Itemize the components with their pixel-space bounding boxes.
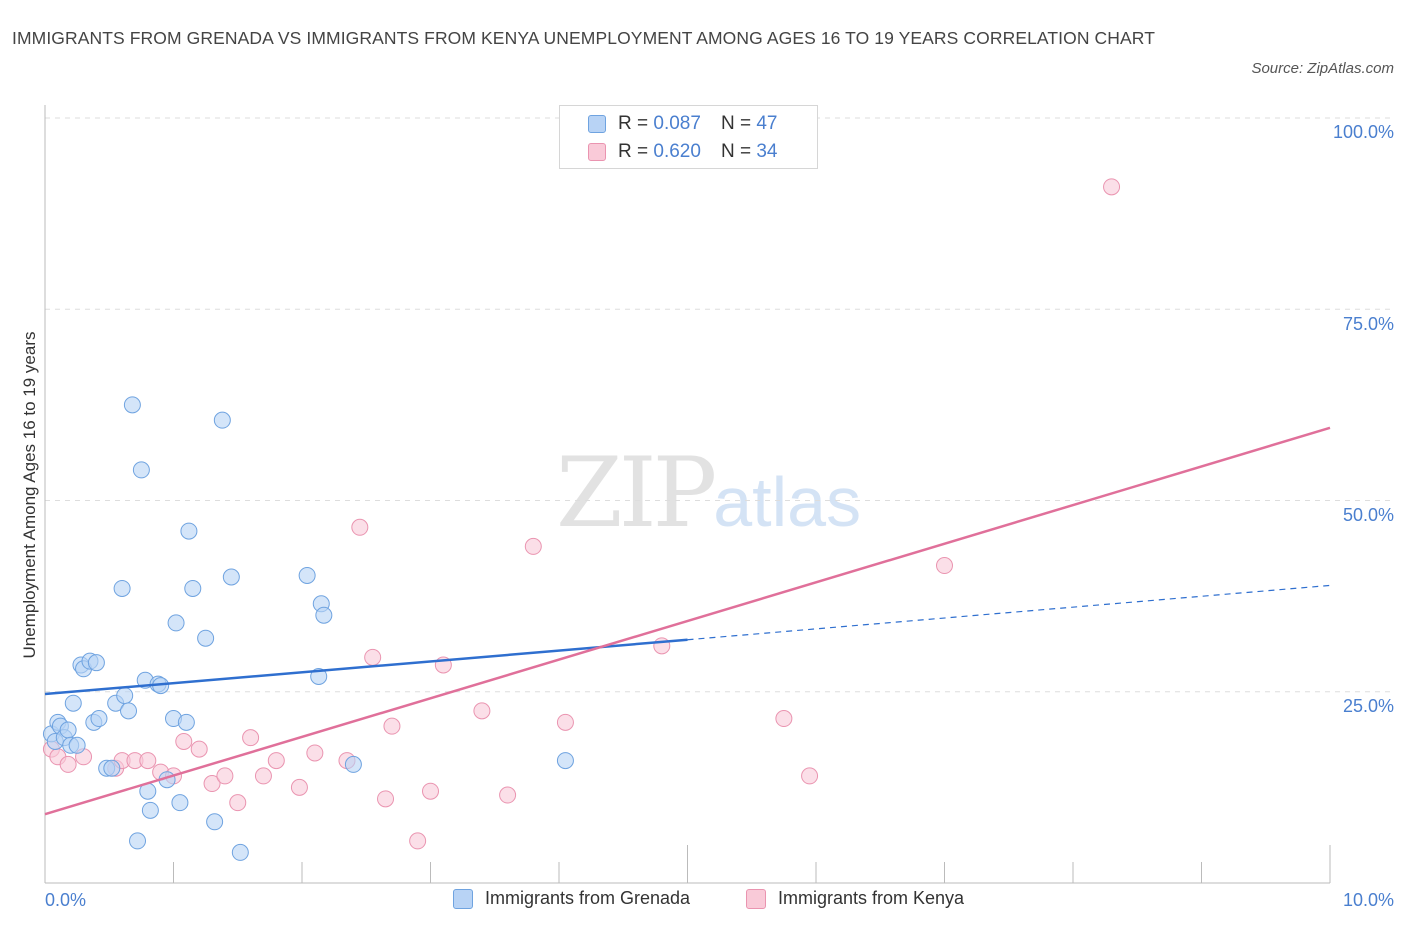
kenya-point-24 [383, 717, 401, 735]
grenada-point-7 [64, 694, 82, 712]
kenya-point-34 [801, 767, 819, 785]
bottom-legend-kenya: Immigrants from Kenya [746, 888, 964, 909]
grenada-point-40 [231, 843, 249, 861]
kenya-point-2 [59, 755, 77, 773]
grenada-point-19 [116, 687, 134, 705]
grenada-point-14 [90, 710, 108, 728]
grenada-point-8 [68, 736, 86, 754]
bottom-kenya-label: Immigrants from Kenya [778, 888, 965, 908]
legend-row-grenada: R = 0.087 N = 47 [588, 111, 777, 137]
grenada-point-5 [59, 721, 77, 739]
kenya-point-13 [216, 767, 234, 785]
grenada-r-value: 0.087 [653, 113, 701, 134]
y-tick-75: 75.0% [1342, 314, 1394, 334]
grenada-point-22 [129, 832, 147, 850]
bottom-legend-grenada: Immigrants from Grenada [453, 888, 690, 909]
kenya-point-29 [499, 786, 517, 804]
watermark-atlas: atlas [713, 463, 862, 541]
kenya-point-33 [775, 710, 793, 728]
kenya-trend-line [44, 426, 1331, 816]
kenya-point-10 [175, 732, 193, 750]
grenada-point-44 [315, 606, 333, 624]
grenada-point-36 [197, 629, 215, 647]
kenya-point-17 [267, 752, 285, 770]
grenada-point-35 [184, 579, 202, 597]
kenya-point-18 [290, 778, 308, 796]
kenya-point-15 [242, 729, 260, 747]
grenada-point-31 [167, 614, 185, 632]
kenya-n-value: 34 [756, 141, 778, 162]
kenya-point-22 [364, 648, 382, 666]
kenya-point-23 [377, 790, 395, 808]
grenada-point-32 [171, 794, 189, 812]
y-tick-50: 50.0% [1342, 505, 1394, 525]
legend-row-kenya: R = 0.620 N = 34 [588, 139, 777, 165]
kenya-point-36 [1103, 178, 1121, 196]
kenya-point-11 [190, 740, 208, 758]
kenya-r-label: R = [618, 141, 649, 162]
grenada-point-41 [298, 566, 316, 584]
kenya-point-14 [229, 794, 247, 812]
grenada-swatch [588, 115, 606, 133]
kenya-point-21 [351, 518, 369, 536]
kenya-point-19 [306, 744, 324, 762]
kenya-point-35 [936, 557, 953, 575]
grenada-point-37 [206, 813, 224, 831]
grenada-point-23 [132, 461, 150, 479]
x-tick-10: 10.0% [1342, 890, 1394, 910]
grenada-point-26 [141, 801, 159, 819]
grenada-n-label: N = [720, 113, 752, 134]
y-tick-25: 25.0% [1342, 696, 1394, 716]
grenada-point-13 [87, 654, 105, 672]
grenada-point-20 [120, 702, 138, 720]
watermark-zip: ZIP [556, 437, 717, 549]
grenada-point-46 [556, 752, 574, 770]
grenada-r-label: R = [618, 113, 649, 134]
bottom-grenada-swatch [453, 888, 473, 909]
correlation-legend: R = 0.087 N = 47 R = 0.620 N = 34 [559, 105, 818, 169]
grenada-point-18 [113, 579, 131, 597]
grenada-point-16 [103, 759, 121, 777]
kenya-swatch [588, 143, 606, 161]
grenada-point-38 [213, 411, 231, 429]
kenya-n-label: N = [720, 141, 752, 162]
grenada-trend-extension [687, 584, 1331, 641]
zipatlas-watermark: ZIPatlas [556, 437, 861, 549]
grenada-point-39 [222, 568, 240, 586]
kenya-point-26 [422, 782, 439, 800]
kenya-point-12 [203, 775, 221, 793]
grenada-point-21 [123, 396, 141, 414]
kenya-point-30 [524, 537, 542, 555]
kenya-point-16 [254, 767, 272, 785]
y-tick-100: 100.0% [1332, 122, 1394, 142]
kenya-point-25 [409, 832, 427, 850]
grenada-trend-line [44, 638, 688, 696]
kenya-point-28 [473, 702, 491, 720]
chart-title: IMMIGRANTS FROM GRENADA VS IMMIGRANTS FR… [12, 28, 1156, 48]
grenada-point-45 [344, 755, 362, 773]
kenya-r-value: 0.620 [653, 141, 701, 162]
source-label: Source: ZipAtlas.com [1251, 60, 1394, 77]
x-tick-0: 0.0% [45, 890, 87, 910]
kenya-point-7 [139, 752, 157, 770]
bottom-grenada-label: Immigrants from Grenada [485, 888, 691, 908]
kenya-point-31 [556, 713, 574, 731]
grenada-n-value: 47 [756, 113, 778, 134]
grenada-point-33 [177, 713, 195, 731]
bottom-kenya-swatch [746, 888, 766, 909]
grenada-point-34 [180, 522, 198, 540]
